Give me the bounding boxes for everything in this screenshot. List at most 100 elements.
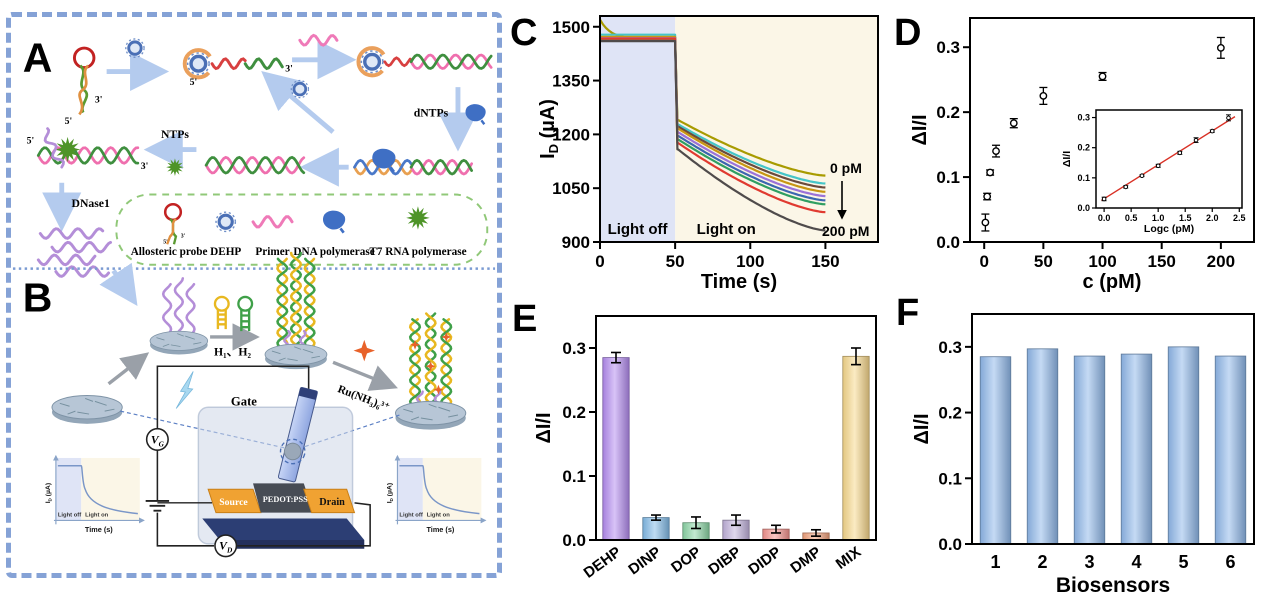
legend-probe-3p: 3'	[181, 233, 186, 239]
x-tick-label: 100	[1088, 252, 1116, 271]
y-axis-label: ΔI/I	[912, 114, 931, 145]
inset-data-point	[1155, 163, 1161, 169]
t7-polymerase-icon	[166, 158, 184, 176]
wave-strand	[54, 265, 111, 278]
data-point	[986, 168, 995, 177]
dnase-label: DNase1	[72, 197, 111, 210]
inset-data-point	[1101, 196, 1107, 202]
primer-wave-icon	[251, 215, 294, 229]
inset-y-tick-label: 0.1	[1077, 173, 1090, 183]
category-label: 4	[1131, 552, 1141, 572]
inset-frame	[1095, 109, 1243, 209]
dehp-ring-icon	[214, 210, 237, 234]
scheme-diagram: A B 3' 5' 5' 3'	[12, 33, 496, 558]
inset-y-tick-label: 0.2	[1077, 143, 1090, 153]
y-tick-label: 0.2	[936, 103, 960, 122]
star-shape	[433, 384, 444, 395]
helix-strand	[409, 53, 493, 70]
mini-light-off-label: Light off	[58, 513, 81, 519]
helix-strand	[204, 155, 306, 175]
helix-strand	[303, 257, 316, 350]
dehp-probe-complex	[182, 48, 284, 80]
inset-y-tick-label: 0.3	[1077, 113, 1090, 123]
bar	[1167, 346, 1200, 545]
inset-x-tick-label: 2.0	[1206, 213, 1219, 223]
scheme-box: A B 3' 5' 5' 3'	[6, 12, 502, 578]
star-shape	[410, 339, 420, 350]
series-line	[600, 37, 826, 214]
inset-x-label: Logc (pM)	[1144, 223, 1194, 235]
source-label: Source	[219, 497, 248, 508]
dsdna-product	[204, 155, 306, 175]
panel-d-letter: D	[894, 12, 922, 54]
t7-polymerase-icon	[406, 206, 430, 230]
hairpin-probe-icon	[163, 202, 183, 246]
dna-polymerase-icon	[464, 102, 487, 126]
vd-label: VD	[219, 540, 233, 555]
helix-strand	[440, 318, 453, 409]
ground-symbol	[145, 499, 170, 512]
inset-y-tick-label: 0.0	[1077, 203, 1090, 213]
category-label: 5	[1178, 552, 1188, 572]
arrow-to-panel-b	[99, 262, 138, 307]
y-tick-label: 0.2	[562, 403, 586, 422]
x-axis-label: c (pM)	[1083, 271, 1142, 292]
allosteric-probe-hairpin	[72, 46, 96, 116]
y-tick-label: 0.1	[936, 168, 960, 187]
probe-5p-label: 5'	[65, 116, 73, 127]
axis-frame	[971, 313, 1255, 545]
wave-strand	[173, 277, 185, 333]
transcription-complex	[36, 127, 140, 169]
region	[600, 16, 676, 242]
helix-strand	[409, 158, 473, 176]
y-tick-label: 0.2	[938, 404, 962, 423]
series-line	[600, 35, 826, 193]
data-point	[981, 218, 990, 227]
legend-probe-5p: 5'	[163, 239, 168, 245]
x-axis-label: Time (s)	[701, 271, 777, 292]
mini-decay-curve	[57, 465, 138, 515]
wave-strand	[36, 253, 97, 267]
helix-strand	[289, 251, 303, 347]
category-label: DMP	[787, 543, 824, 576]
hairpin-h1-icon	[213, 295, 230, 330]
inset-data-point	[1209, 128, 1215, 134]
mini-chart-before: Light off Light on Time (s) ID (µA)	[45, 454, 145, 534]
category-label: MIX	[833, 543, 865, 572]
t7-polymerase-icon	[54, 136, 81, 163]
conc-bottom-label: 200 pM	[822, 223, 869, 239]
drain-electrode	[303, 488, 356, 514]
ntps-label: NTPs	[161, 128, 189, 141]
inset-y-label: ΔI/I	[1061, 151, 1073, 167]
star-shape	[425, 361, 436, 372]
category-label: DEHP	[581, 543, 625, 581]
bar	[602, 357, 630, 541]
y-tick-label: 900	[562, 233, 590, 252]
legend-allosteric-label: Allosteric probe	[131, 246, 208, 258]
y-tick-label: 0.1	[938, 469, 962, 488]
x-tick-label: 0	[595, 252, 604, 271]
probe-primer-complex	[356, 46, 493, 78]
star-shape	[353, 339, 376, 362]
y-tick-label: 0.0	[562, 531, 586, 550]
helix-strand	[408, 318, 422, 409]
substrate	[202, 518, 365, 540]
vd-wire-left	[156, 512, 214, 547]
x-tick-label: 50	[1034, 252, 1053, 271]
series-line	[600, 40, 826, 232]
wave-strand	[50, 240, 113, 254]
tpl-5p-label: 5'	[27, 136, 35, 147]
category-label: 2	[1037, 552, 1047, 572]
mini-current-label: ID (µA)	[45, 483, 52, 503]
legend-dehp-label: DEHP	[210, 246, 241, 258]
dehp-3p-label: 3'	[285, 64, 293, 75]
vd-meter	[214, 534, 238, 558]
panel-a-letter: A	[23, 35, 53, 81]
y-tick-label: 1500	[552, 18, 590, 37]
mini-time-label: Time (s)	[85, 525, 113, 534]
wave-strand	[210, 57, 247, 71]
rna-strand	[43, 127, 65, 169]
oect-device: Gate Source PEDOT:PSS Drain VG VD	[145, 365, 371, 558]
inset-x-tick-label: 1.0	[1152, 213, 1165, 223]
wave-strand	[43, 127, 65, 169]
